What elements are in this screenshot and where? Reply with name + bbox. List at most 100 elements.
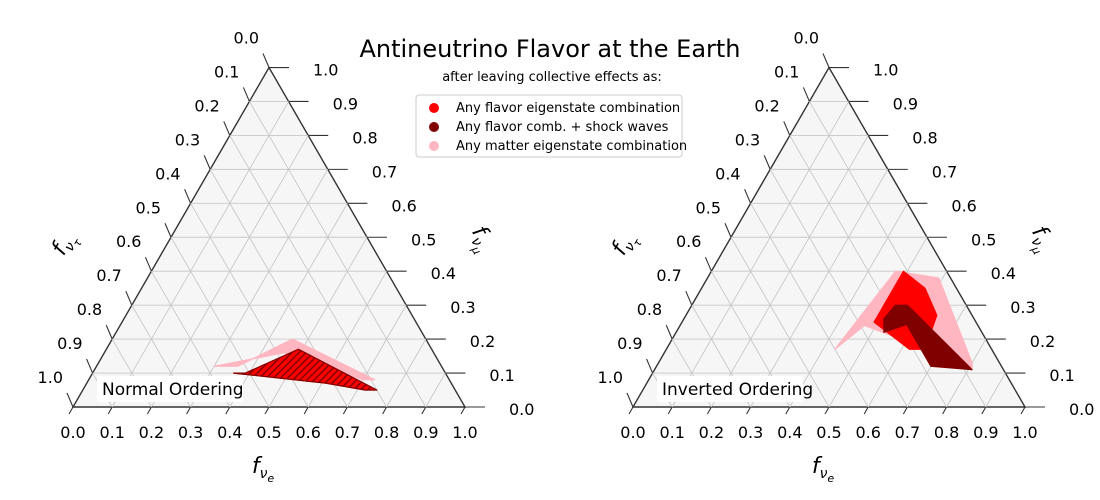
tick-mark-fe xyxy=(902,406,908,415)
svg-text:fνe: fνe xyxy=(252,454,275,485)
tick-label-fe: 0.6 xyxy=(855,423,880,442)
tick-label-ftau: 1.0 xyxy=(598,368,623,387)
grid-line-fe xyxy=(307,270,387,408)
tick-label-ftau: 0.1 xyxy=(214,62,239,81)
tick-label-fe: 0.2 xyxy=(139,423,164,442)
tick-label-fmu: 0.3 xyxy=(450,298,475,317)
tick-mark-fe xyxy=(1020,406,1026,415)
tick-label-fe: 0.7 xyxy=(335,423,360,442)
tick-mark-ftau xyxy=(704,256,712,272)
tick-label-fmu: 0.1 xyxy=(1049,366,1074,385)
tick-mark-ftau xyxy=(763,155,771,170)
tick-mark-ftau xyxy=(86,358,94,374)
grid-line-fe xyxy=(985,372,1006,408)
tick-label-fe: 1.0 xyxy=(452,423,477,442)
tick-label-fe: 0.9 xyxy=(413,423,438,442)
tick-label-ftau: 0.6 xyxy=(116,232,141,251)
tick-mark-ftau xyxy=(665,324,673,340)
tick-mark-ftau xyxy=(223,121,231,136)
tick-mark-fe xyxy=(264,406,270,415)
svg-text:fντ: fντ xyxy=(607,228,645,263)
tick-label-fe: 0.0 xyxy=(60,423,85,442)
tick-mark-ftau xyxy=(144,256,152,272)
tick-label-fmu: 0.5 xyxy=(971,230,996,249)
tick-label-fmu: 0.2 xyxy=(470,332,495,351)
tick-mark-ftau xyxy=(626,392,634,408)
tick-mark-fe xyxy=(746,406,752,415)
tick-mark-ftau xyxy=(242,87,250,102)
tick-label-fmu: 0.9 xyxy=(893,94,918,113)
tick-label-fe: 0.2 xyxy=(699,423,724,442)
tick-label-ftau: 0.3 xyxy=(735,130,760,149)
tick-label-fmu: 1.0 xyxy=(313,61,338,80)
tick-label-fmu: 0.4 xyxy=(431,264,456,283)
tick-label-fe: 0.4 xyxy=(777,423,802,442)
axis-label-fe: fνe xyxy=(252,454,275,485)
axis-label-fmu: fνμ xyxy=(461,222,499,257)
tick-mark-fe xyxy=(706,406,712,415)
tick-mark-ftau xyxy=(646,358,654,374)
figure-subtitle: after leaving collective effects as: xyxy=(442,70,662,85)
tick-mark-fe xyxy=(460,406,466,415)
svg-text:fντ: fντ xyxy=(47,228,85,263)
tick-label-fmu: 1.0 xyxy=(873,61,898,80)
legend-marker-shock xyxy=(429,122,439,132)
tick-label-ftau: 0.4 xyxy=(155,164,180,183)
tick-label-ftau: 0.7 xyxy=(656,266,681,285)
tick-mark-ftau xyxy=(164,223,172,238)
tick-label-ftau: 0.6 xyxy=(676,232,701,251)
axis-label-ftau: fντ xyxy=(47,228,85,263)
tick-mark-ftau xyxy=(783,121,791,136)
axis-label-fe: fνe xyxy=(812,454,835,485)
tick-label-ftau: 0.5 xyxy=(136,198,161,217)
tick-mark-ftau xyxy=(125,290,133,306)
grid-line-fe xyxy=(111,101,289,408)
tick-label-ftau: 0.9 xyxy=(617,334,642,353)
svg-text:Inverted Ordering: Inverted Ordering xyxy=(662,380,813,400)
tick-label-ftau: 0.2 xyxy=(194,96,219,115)
grid-line-fe xyxy=(671,101,849,408)
tick-mark-fe xyxy=(785,406,791,415)
panel-label-normal: Normal Ordering xyxy=(97,376,244,402)
tick-label-fmu: 0.8 xyxy=(352,128,377,147)
tick-label-fe: 0.3 xyxy=(738,423,763,442)
tick-mark-fe xyxy=(107,406,113,415)
tick-mark-ftau xyxy=(685,290,693,306)
tick-mark-fe xyxy=(186,406,192,415)
grid-line-fe xyxy=(425,372,446,408)
tick-mark-fe xyxy=(146,406,152,415)
tick-label-ftau: 0.9 xyxy=(57,334,82,353)
tick-mark-fe xyxy=(863,406,869,415)
tick-label-fe: 0.5 xyxy=(816,423,841,442)
tick-mark-fe xyxy=(628,406,634,415)
tick-mark-ftau xyxy=(724,223,732,238)
tick-label-fmu: 0.1 xyxy=(489,366,514,385)
tick-label-fmu: 0.3 xyxy=(1010,298,1035,317)
figure-title: Antineutrino Flavor at the Earth xyxy=(359,35,740,63)
tick-mark-fe xyxy=(303,406,309,415)
svg-text:fνe: fνe xyxy=(812,454,835,485)
svg-text:fνμ: fνμ xyxy=(461,222,499,257)
tick-mark-ftau xyxy=(184,189,192,204)
tick-label-fmu: 0.6 xyxy=(951,196,976,215)
tick-mark-fe xyxy=(68,406,74,415)
legend-marker-matter xyxy=(429,141,439,151)
grid-line-fe xyxy=(190,169,329,408)
tick-label-ftau: 0.4 xyxy=(715,164,740,183)
region-shock xyxy=(894,304,973,371)
grid-line-ftau xyxy=(730,237,830,408)
grid-line-fe xyxy=(946,338,987,408)
tick-label-fe: 0.1 xyxy=(99,423,124,442)
axis-label-ftau: fντ xyxy=(607,228,645,263)
tick-label-fmu: 0.0 xyxy=(509,400,534,419)
tick-label-fe: 1.0 xyxy=(1012,423,1037,442)
panel-label-inverted: Inverted Ordering xyxy=(657,376,813,402)
grid-line-ftau xyxy=(170,237,270,408)
tick-mark-ftau xyxy=(262,53,270,68)
legend-label-flavor: Any flavor eigenstate combination xyxy=(456,101,680,116)
tick-label-ftau: 0.3 xyxy=(175,130,200,149)
tick-label-ftau: 0.5 xyxy=(696,198,721,217)
tick-mark-ftau xyxy=(744,189,752,204)
tick-label-fe: 0.5 xyxy=(256,423,281,442)
